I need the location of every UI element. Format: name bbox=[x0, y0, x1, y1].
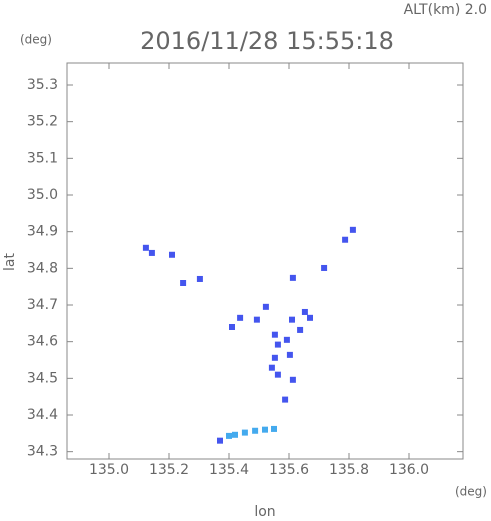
echo-point bbox=[262, 303, 269, 310]
x-unit: (deg) bbox=[455, 485, 487, 499]
echo-point bbox=[180, 280, 187, 286]
echo-point bbox=[142, 244, 149, 251]
y-tick-label: 35.1 bbox=[27, 150, 58, 166]
echo-point bbox=[286, 351, 293, 358]
echo-point bbox=[271, 425, 277, 432]
y-tick-label: 34.7 bbox=[27, 297, 58, 313]
plot-frame bbox=[66, 62, 464, 460]
y-tick-label: 35.0 bbox=[27, 187, 58, 203]
echo-point bbox=[196, 275, 203, 282]
echo-point bbox=[226, 432, 232, 439]
x-tick-label: 136.0 bbox=[389, 462, 429, 478]
echo-point bbox=[268, 364, 275, 371]
echo-point bbox=[289, 376, 296, 383]
y-tick-label: 34.4 bbox=[27, 407, 58, 423]
echo-point bbox=[289, 316, 295, 323]
y-tick-label: 35.3 bbox=[27, 77, 58, 93]
echo-point bbox=[321, 264, 328, 271]
echo-point bbox=[253, 316, 260, 323]
x-tick-label: 135.8 bbox=[329, 462, 369, 478]
chart-title: 2016/11/28 15:55:18 bbox=[140, 27, 394, 55]
y-tick-label: 35.2 bbox=[27, 114, 58, 130]
echo-point bbox=[262, 426, 268, 433]
echo-point bbox=[241, 429, 248, 436]
y-tick-label: 34.6 bbox=[27, 334, 58, 350]
x-tick-label: 135.0 bbox=[89, 462, 129, 478]
y-tick-label: 34.3 bbox=[27, 444, 58, 460]
echo-point bbox=[229, 324, 235, 330]
echo-point bbox=[301, 308, 308, 315]
echo-point bbox=[237, 314, 244, 321]
echo-point bbox=[252, 427, 259, 434]
echo-point bbox=[283, 336, 290, 343]
y-tick-label: 34.8 bbox=[27, 260, 58, 276]
x-tick-label: 135.2 bbox=[149, 462, 189, 478]
altitude-label: ALT(km) 2.0 bbox=[404, 2, 487, 18]
y-tick-label: 34.5 bbox=[27, 370, 58, 386]
echo-point bbox=[274, 371, 281, 378]
echo-point bbox=[271, 354, 278, 361]
echo-point bbox=[282, 396, 289, 403]
echo-point bbox=[289, 274, 296, 281]
y-tick-label: 34.9 bbox=[27, 224, 58, 240]
echo-point bbox=[217, 437, 223, 444]
x-tick-label: 135.6 bbox=[269, 462, 309, 478]
echo-point bbox=[169, 251, 175, 258]
x-axis-label: lon bbox=[254, 504, 275, 520]
echo-point bbox=[307, 314, 313, 321]
echo-point bbox=[148, 249, 155, 256]
echo-point bbox=[297, 326, 304, 333]
echo-point bbox=[342, 236, 349, 243]
echo-point bbox=[232, 431, 238, 438]
echo-point bbox=[349, 226, 356, 233]
echo-point bbox=[274, 341, 281, 348]
y-unit: (deg) bbox=[20, 33, 52, 47]
echo-point bbox=[271, 331, 278, 338]
x-tick-label: 135.4 bbox=[209, 462, 249, 478]
y-axis-label: lat bbox=[2, 253, 18, 271]
